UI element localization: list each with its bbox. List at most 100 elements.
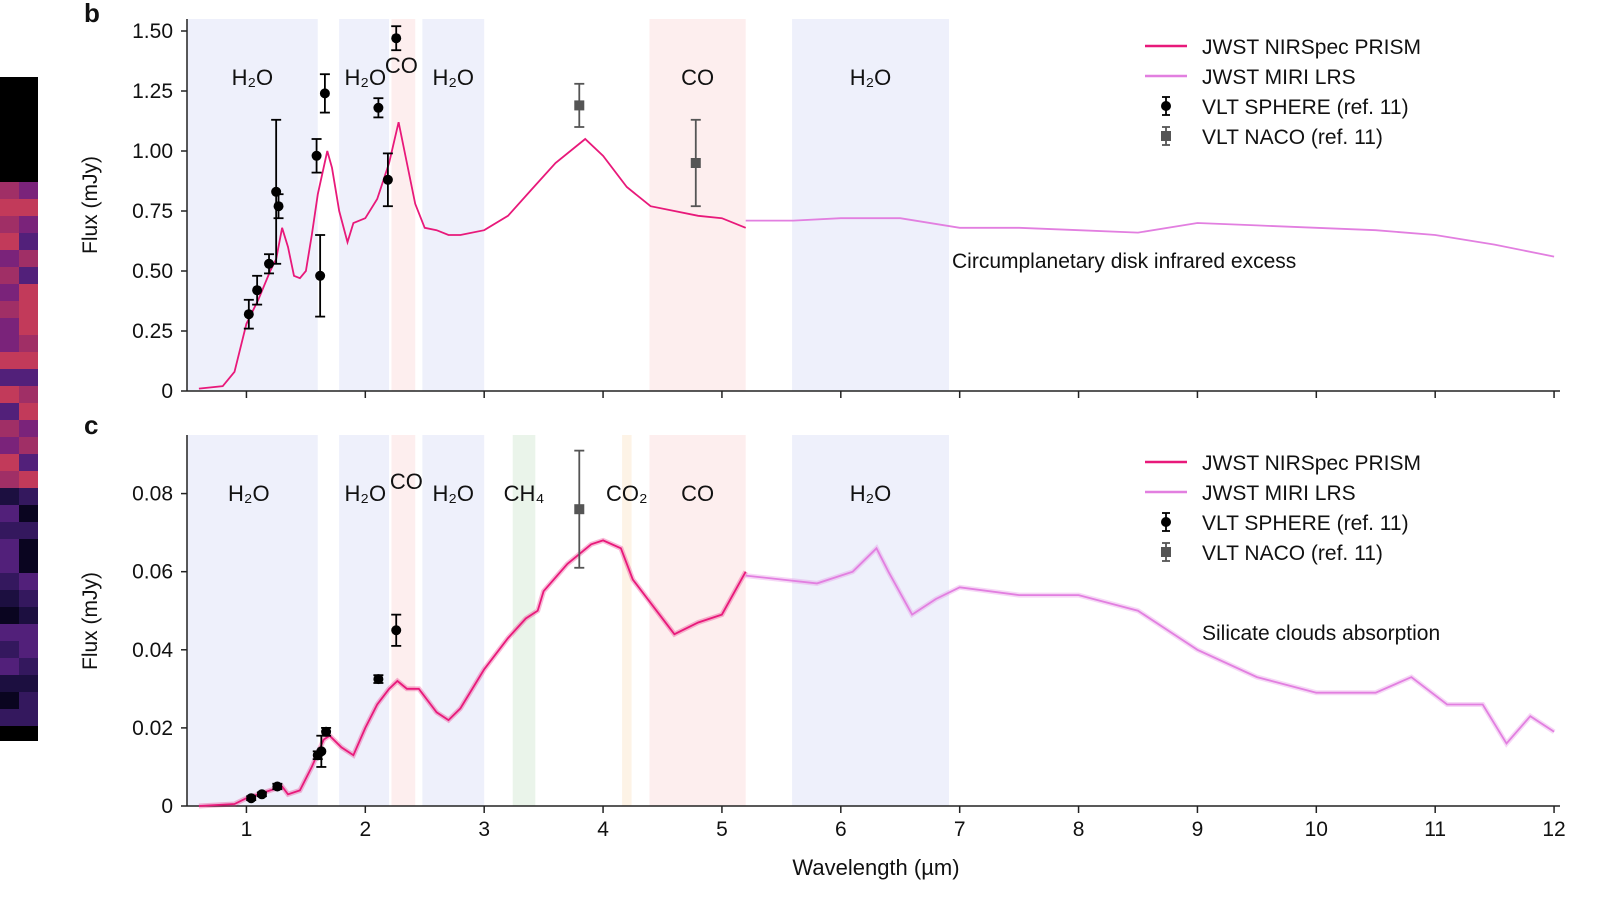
data-point xyxy=(373,102,384,113)
legend-label: VLT SPHERE (ref. 11) xyxy=(1202,96,1409,119)
heatmap-cell xyxy=(0,216,19,233)
data-point xyxy=(391,625,402,636)
band-CO xyxy=(391,435,416,806)
band-label: H₂O xyxy=(433,481,475,506)
heatmap-cell xyxy=(19,692,38,709)
x-tick-label: 7 xyxy=(954,818,966,841)
heatmap-cell xyxy=(0,182,19,199)
band-label: CH₄ xyxy=(504,481,545,506)
band-H2O xyxy=(422,19,485,391)
data-point xyxy=(690,158,701,168)
y-axis-title: Flux (mJy) xyxy=(79,572,102,670)
heatmap-cell xyxy=(19,267,38,284)
y-tick-label: 0 xyxy=(161,380,173,403)
heatmap-cell xyxy=(19,199,38,216)
data-point xyxy=(271,186,282,197)
heatmap-cell xyxy=(0,420,19,437)
heatmap-cell xyxy=(0,403,19,420)
x-tick-label: 8 xyxy=(1073,818,1085,841)
legend-marker xyxy=(1161,101,1171,111)
y-tick-label: 1.25 xyxy=(132,80,173,103)
heatmap-cell xyxy=(19,675,38,692)
band-label: H₂O xyxy=(345,481,387,506)
data-point xyxy=(391,33,402,44)
heatmap-cell xyxy=(19,284,38,301)
heatmap-cell xyxy=(0,250,19,267)
series-line xyxy=(198,539,747,807)
heatmap-cell xyxy=(0,607,19,624)
heatmap-cell xyxy=(19,403,38,420)
legend-marker xyxy=(1161,547,1171,557)
legend-label: JWST MIRI LRS xyxy=(1202,66,1356,89)
heatmap-cell xyxy=(0,301,19,318)
x-tick-label: 1 xyxy=(241,818,253,841)
heatmap-cell xyxy=(0,692,19,709)
data-point xyxy=(382,174,393,185)
heatmap-cell xyxy=(0,505,19,522)
annotation: Circumplanetary disk infrared excess xyxy=(952,250,1296,273)
x-tick-label: 10 xyxy=(1305,818,1328,841)
data-point xyxy=(252,285,263,296)
x-tick-label: 6 xyxy=(835,818,847,841)
heatmap-cell xyxy=(19,250,38,267)
data-point xyxy=(273,201,284,212)
y-tick-label: 0.25 xyxy=(132,320,173,343)
heatmap-cell xyxy=(0,573,19,590)
y-tick-label: 0.50 xyxy=(132,260,173,283)
band-label: CO xyxy=(390,469,423,494)
y-tick-label: 0.75 xyxy=(132,200,173,223)
band-label: CO xyxy=(385,53,418,78)
band-H2O xyxy=(187,435,318,806)
heatmap-cell xyxy=(19,318,38,335)
x-axis-title: Wavelength (µm) xyxy=(792,855,960,880)
heatmap-cell xyxy=(0,318,19,335)
heatmap-cell xyxy=(0,658,19,675)
heatmap-cell xyxy=(19,335,38,352)
annotation: Silicate clouds absorption xyxy=(1202,622,1440,645)
heatmap-cell xyxy=(19,624,38,641)
panel-label: c xyxy=(84,410,98,440)
data-point xyxy=(574,100,585,111)
heatmap-cell xyxy=(19,369,38,386)
heatmap-cell xyxy=(0,267,19,284)
heatmap-cell xyxy=(0,641,19,658)
heatmap-cell xyxy=(19,505,38,522)
series-line xyxy=(198,121,747,390)
data-point xyxy=(574,504,585,515)
x-tick-label: 12 xyxy=(1542,818,1565,841)
data-point xyxy=(321,726,332,737)
legend-label: VLT NACO (ref. 11) xyxy=(1202,542,1383,565)
y-tick-label: 0.02 xyxy=(132,717,173,740)
band-H2O xyxy=(792,19,949,391)
data-point xyxy=(316,746,327,757)
legend-label: JWST NIRSpec PRISM xyxy=(1202,452,1421,475)
cropped-image-strip xyxy=(0,77,38,741)
band-label: H₂O xyxy=(345,65,387,90)
series-line xyxy=(745,217,1555,258)
heatmap-cell xyxy=(0,590,19,607)
x-tick-label: 9 xyxy=(1192,818,1204,841)
band-label: H₂O xyxy=(850,65,892,90)
legend: JWST NIRSpec PRISM JWST MIRI LRS VLT SPHER… xyxy=(1145,452,1421,565)
heatmap-cell xyxy=(19,590,38,607)
band-H2O xyxy=(792,435,949,806)
x-tick-label: 3 xyxy=(478,818,490,841)
heatmap-cell xyxy=(19,420,38,437)
band-CO xyxy=(649,19,746,391)
legend-label: VLT NACO (ref. 11) xyxy=(1202,126,1383,149)
heatmap-cell xyxy=(0,369,19,386)
series-line xyxy=(745,546,1555,746)
heatmap-cell xyxy=(0,335,19,352)
data-point xyxy=(246,793,257,804)
band-H2O xyxy=(339,19,390,391)
heatmap-cell xyxy=(0,437,19,454)
heatmap-cell xyxy=(19,709,38,726)
heatmap-cell xyxy=(0,488,19,505)
heatmap-cell xyxy=(19,471,38,488)
heatmap-cell xyxy=(19,233,38,250)
heatmap-cell xyxy=(0,522,19,539)
heatmap-cell xyxy=(0,352,19,369)
band-label: H₂O xyxy=(228,481,270,506)
